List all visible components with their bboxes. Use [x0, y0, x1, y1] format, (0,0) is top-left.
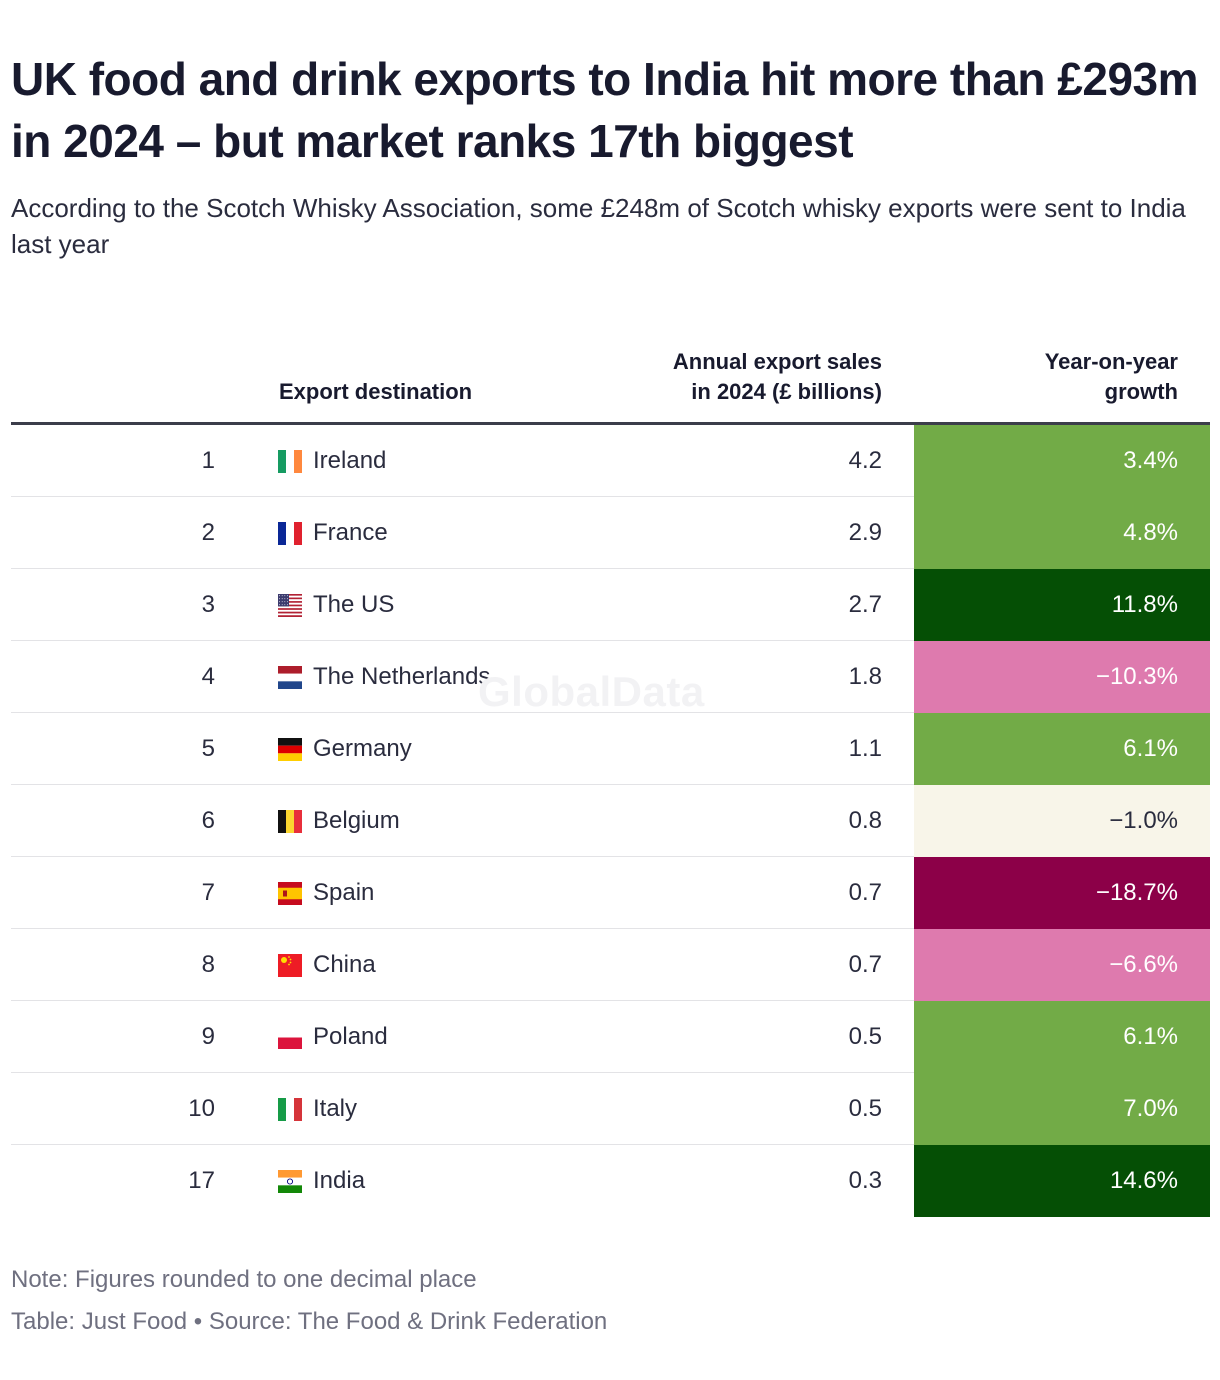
rank-cell: 9	[201, 1023, 215, 1050]
sales-cell: 1.8	[848, 663, 882, 690]
country-cell: Spain	[313, 879, 375, 906]
sales-cell: 2.9	[848, 519, 882, 546]
table-row: 1 Ireland 4.2 3.4%	[11, 425, 1210, 497]
france-flag-icon	[278, 522, 302, 545]
country-cell: The US	[313, 591, 395, 618]
footer-source: Table: Just Food • Source: The Food & Dr…	[11, 1308, 608, 1335]
sales-cell: 2.7	[848, 591, 882, 618]
rank-cell: 8	[201, 951, 215, 978]
table-row: 4 The Netherlands 1.8 −10.3%	[11, 641, 1210, 713]
country-cell: China	[313, 951, 376, 978]
chart-subtitle: According to the Scotch Whisky Associati…	[11, 193, 1186, 259]
sales-cell: 0.3	[848, 1167, 882, 1194]
sales-cell: 1.1	[848, 735, 882, 762]
growth-cell: −6.6%	[914, 929, 1210, 1001]
belgium-flag-icon	[278, 810, 302, 833]
netherlands-flag-icon	[278, 666, 302, 689]
sales-cell: 0.5	[848, 1095, 882, 1122]
growth-cell: −18.7%	[914, 857, 1210, 929]
growth-cell: 4.8%	[914, 497, 1210, 569]
sales-cell: 0.7	[848, 879, 882, 906]
table-row: 3 The US 2.7 11.8%	[11, 569, 1210, 641]
header-annual-export-sales: Annual export sales in 2024 (£ billions)	[562, 347, 882, 407]
table-row: 10 Italy 0.5 7.0%	[11, 1073, 1210, 1145]
growth-cell: 7.0%	[914, 1073, 1210, 1145]
table-body: 1 Ireland 4.2 3.4% 2 France 2.9 4.8% 3 The US 2.7 1…	[11, 425, 1210, 1217]
table-row: 6 Belgium 0.8 −1.0%	[11, 785, 1210, 857]
rank-cell: 3	[201, 591, 215, 618]
sales-cell: 0.7	[848, 951, 882, 978]
growth-cell: 14.6%	[914, 1145, 1210, 1217]
poland-flag-icon	[278, 1026, 302, 1049]
rank-cell: 2	[201, 519, 215, 546]
growth-cell: 6.1%	[914, 1001, 1210, 1073]
growth-cell: −10.3%	[914, 641, 1210, 713]
country-cell: Ireland	[313, 447, 387, 474]
rank-cell: 7	[201, 879, 215, 906]
footer-note: Note: Figures rounded to one decimal pla…	[11, 1266, 477, 1293]
country-cell: India	[313, 1167, 366, 1194]
header-growth-line-1: Year-on-year	[1044, 349, 1178, 374]
country-cell: The Netherlands	[313, 663, 491, 690]
china-flag-icon	[278, 954, 302, 977]
country-cell: Poland	[313, 1023, 388, 1050]
rank-cell: 17	[188, 1167, 215, 1194]
header-rule	[11, 422, 1210, 425]
growth-cell: 3.4%	[914, 425, 1210, 497]
rank-cell: 5	[201, 735, 215, 762]
country-cell: Italy	[313, 1095, 358, 1122]
table-row: 7 Spain 0.7 −18.7%	[11, 857, 1210, 929]
table-row: 5 Germany 1.1 6.1%	[11, 713, 1210, 785]
rank-cell: 4	[201, 663, 215, 690]
country-cell: Belgium	[313, 807, 400, 834]
table-header: Export destination Annual export sales i…	[11, 344, 1210, 422]
us-flag-icon	[278, 594, 302, 617]
growth-cell: 11.8%	[914, 569, 1210, 641]
ireland-flag-icon	[278, 450, 302, 473]
table-row: 9 Poland 0.5 6.1%	[11, 1001, 1210, 1073]
italy-flag-icon	[278, 1098, 302, 1121]
spain-flag-icon	[278, 882, 302, 905]
germany-flag-icon	[278, 738, 302, 761]
header-growth-line-2: growth	[1104, 379, 1178, 404]
chart-title: UK food and drink exports to India hit m…	[11, 53, 1199, 167]
table-row: 8 China 0.7 −6.6%	[11, 929, 1210, 1001]
sales-cell: 0.5	[848, 1023, 882, 1050]
country-cell: France	[313, 519, 388, 546]
table-row: 17 India 0.3 14.6%	[11, 1145, 1210, 1217]
growth-cell: 6.1%	[914, 713, 1210, 785]
india-flag-icon	[278, 1170, 302, 1193]
rank-cell: 10	[188, 1095, 215, 1122]
header-sales-line-2: in 2024 (£ billions)	[691, 379, 882, 404]
header-export-destination: Export destination	[279, 379, 473, 404]
header-yoy-growth: Year-on-year growth	[918, 347, 1178, 407]
header-sales-line-1: Annual export sales	[672, 349, 882, 374]
table-row: 2 France 2.9 4.8%	[11, 497, 1210, 569]
sales-cell: 0.8	[848, 807, 882, 834]
sales-cell: 4.2	[848, 447, 882, 474]
rank-cell: 6	[201, 807, 215, 834]
rank-cell: 1	[201, 447, 215, 474]
growth-cell: −1.0%	[914, 785, 1210, 857]
country-cell: Germany	[313, 735, 412, 762]
